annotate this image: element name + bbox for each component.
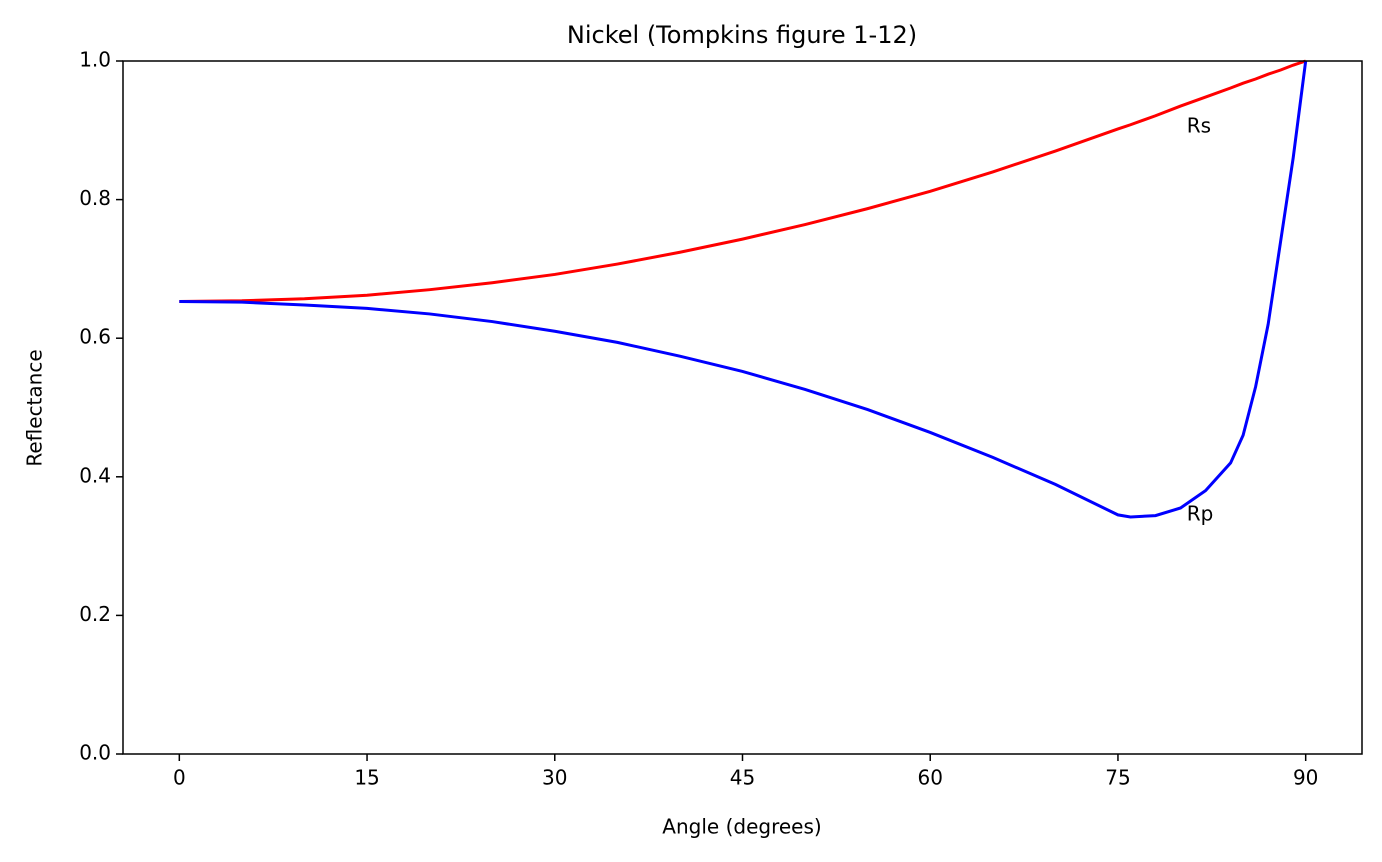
line-series [179,59,1307,303]
plot-frame [122,60,1363,755]
x-tick-label: 15 [354,766,379,790]
y-axis-label: Reflectance [23,349,47,466]
line-series [179,60,1308,519]
x-tick-label: 30 [542,766,567,790]
x-axis-label: Angle (degrees) [662,815,821,839]
y-tick-label: 0.2 [79,602,111,626]
y-tick-label: 0.4 [79,463,111,487]
y-tick-label: 0.8 [79,186,111,210]
annotation: Rs [1187,113,1211,137]
y-tick-label: 0.6 [79,325,111,349]
x-tick-label: 0 [173,766,186,790]
x-tick-label: 60 [918,766,943,790]
chart-title: Nickel (Tompkins figure 1-12) [567,21,917,49]
annotation: Rp [1187,501,1214,525]
x-tick-label: 90 [1293,766,1318,790]
x-tick-label: 45 [730,766,755,790]
x-tick-label: 75 [1105,766,1130,790]
y-tick-label: 1.0 [79,48,111,72]
y-tick-label: 0.0 [79,741,111,765]
